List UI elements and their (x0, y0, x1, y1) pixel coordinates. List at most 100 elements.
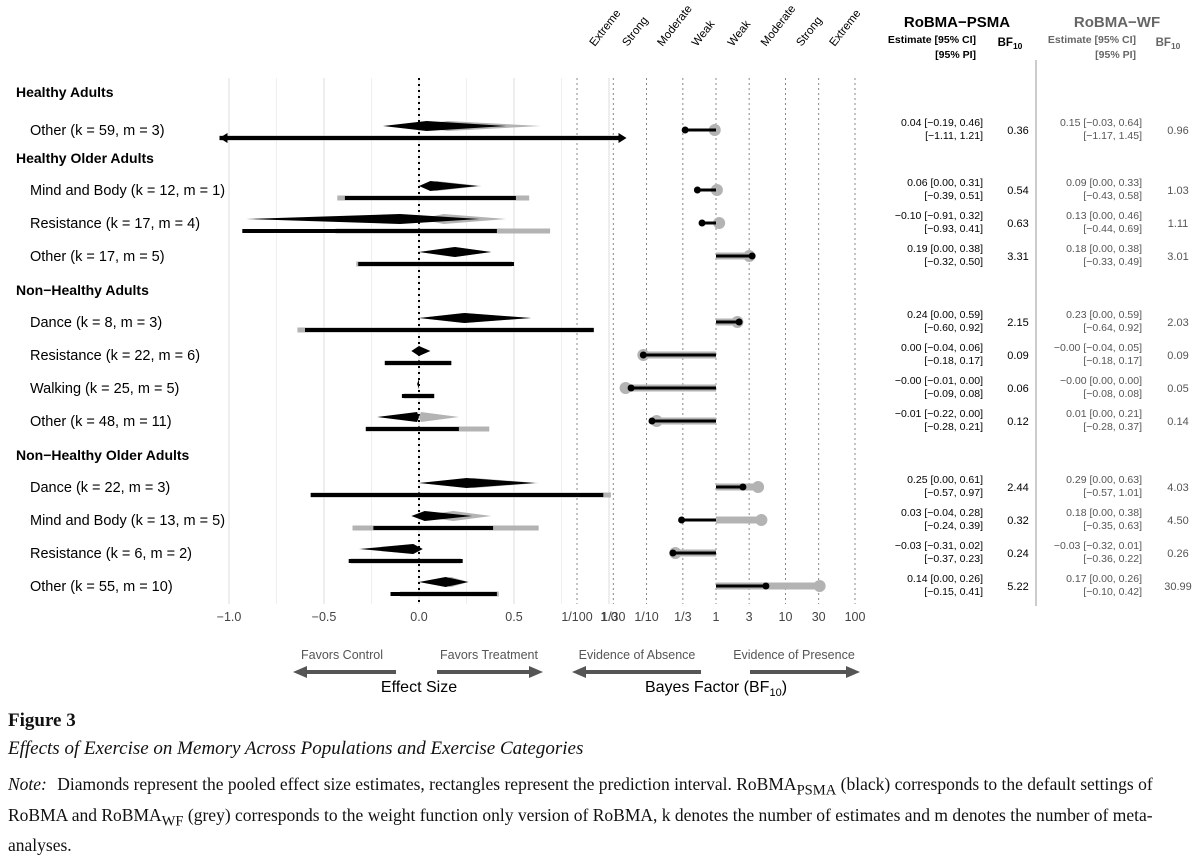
bf-tick-label: 1/3 (674, 610, 691, 624)
favors-control-arrowhead (293, 666, 307, 678)
row-label: Resistance (k = 6, m = 2) (30, 546, 192, 562)
psma-pi: [−0.15, 0.41] (924, 586, 983, 598)
psma-bf-point (648, 417, 656, 425)
wf-pi: [−0.35, 0.63] (1083, 520, 1142, 532)
row-label: Resistance (k = 17, m = 4) (30, 216, 200, 232)
note-sub-psma: PSMA (796, 782, 837, 799)
row-label: Other (k = 48, m = 11) (30, 414, 172, 430)
wf-estimate-ci: 0.01 [0.00, 0.21] (1066, 408, 1142, 420)
row-label: Dance (k = 22, m = 3) (30, 480, 170, 496)
psma-pi: [−1.11, 1.21] (925, 130, 983, 142)
psma-effect-diamond (382, 121, 507, 131)
psma-bf-point (627, 384, 635, 392)
psma-effect-diamond (360, 544, 423, 554)
group-header: Non−Healthy Older Adults (16, 447, 190, 463)
psma-bf-point (681, 126, 689, 134)
wf-pi: [−0.43, 0.58] (1083, 190, 1142, 202)
row-label: Dance (k = 8, m = 3) (30, 315, 162, 331)
psma-pi-left-arrow (219, 133, 228, 143)
group-header: Healthy Adults (16, 84, 114, 100)
psma-effect-diamond (411, 346, 431, 356)
psma-bf: 0.36 (1007, 125, 1028, 137)
psma-bf-point (669, 549, 677, 557)
figure-subtitle: Effects of Exercise on Memory Across Pop… (8, 738, 584, 759)
wf-pi: [−1.17, 1.45] (1083, 130, 1142, 142)
psma-pi: [−0.39, 0.51] (924, 190, 983, 202)
bf-tick-label: 30 (812, 610, 826, 624)
bf-tick-label: 100 (845, 610, 866, 624)
psma-pi: [−0.57, 0.97] (924, 487, 983, 499)
bf-tick-label: 1 (713, 610, 720, 624)
effect-axis-title: Effect Size (381, 679, 457, 696)
bf-tick-label: 1/30 (601, 610, 625, 624)
evidence-absence-arrowhead (572, 666, 586, 678)
effect-tick-label: −0.5 (312, 610, 337, 624)
psma-effect-diamond (419, 313, 532, 323)
psma-pi: [−0.37, 0.23] (924, 553, 983, 565)
bf-axis-title-end: ) (782, 679, 787, 696)
psma-bf: 0.54 (1007, 185, 1028, 197)
note-part-2: (black) corresponds to the default setti… (8, 774, 1153, 825)
wf-bf: 0.96 (1167, 125, 1188, 137)
psma-prediction-interval (305, 328, 594, 332)
note-part-3: (grey) corresponds to the weight functio… (8, 804, 1153, 856)
psma-estimate-ci: −0.03 [−0.31, 0.02] (895, 540, 983, 552)
evidence-presence-label: Evidence of Presence (733, 648, 855, 662)
evidence-presence-arrowhead (846, 666, 860, 678)
wf-bf: 1.11 (1168, 218, 1189, 230)
note-part-1: Diamonds represent the pooled effect siz… (57, 774, 797, 794)
wf-bf-header: BF10 (1156, 37, 1181, 51)
psma-prediction-interval (358, 262, 514, 266)
psma-prediction-interval (365, 427, 459, 431)
wf-bf-header-main: BF (1156, 37, 1171, 49)
psma-prediction-interval (242, 229, 497, 233)
wf-estimate-ci: 0.23 [0.00, 0.59] (1066, 309, 1142, 321)
wf-bf: 30.99 (1164, 581, 1192, 593)
effect-tick-label: 0.0 (410, 610, 427, 624)
wf-pi: [−0.28, 0.37] (1083, 421, 1142, 433)
evidence-category-label: Weak (690, 18, 718, 49)
psma-prediction-interval (390, 592, 497, 596)
wf-estimate-ci: 0.17 [0.00, 0.26] (1066, 573, 1142, 585)
psma-bf: 0.32 (1007, 515, 1028, 527)
psma-pi: [−0.28, 0.21] (924, 421, 983, 433)
wf-pi: [−0.10, 0.42] (1083, 586, 1142, 598)
wf-estimate-ci: −0.00 [−0.04, 0.05] (1054, 342, 1142, 354)
row-label: Other (k = 55, m = 10) (30, 579, 173, 595)
psma-pi: [−0.32, 0.50] (924, 256, 983, 268)
wf-estimate-ci: 0.09 [0.00, 0.33] (1066, 177, 1142, 189)
psma-prediction-interval (401, 394, 435, 398)
psma-estimate-ci: 0.19 [0.00, 0.38] (907, 243, 983, 255)
psma-estimate-ci: 0.24 [0.00, 0.59] (907, 309, 983, 321)
psma-bf-point (639, 351, 647, 359)
forest-plot: Healthy Adults Other (k = 59, m = 3) Healt… (16, 3, 1192, 699)
wf-pi-header: [95% PI] (1095, 49, 1136, 61)
psma-estimate-ci: 0.06 [0.00, 0.31] (907, 177, 983, 189)
wf-pi: [−0.57, 1.01] (1083, 487, 1142, 499)
figure-caption: Figure 3 Effects of Exercise on Memory A… (8, 708, 1193, 857)
psma-estimate-ci: −0.00 [−0.01, 0.00] (895, 375, 983, 387)
wf-bf: 4.03 (1167, 482, 1188, 494)
wf-bf: 4.50 (1167, 515, 1188, 527)
bf-axis-title: Bayes Factor (BF10) (645, 679, 787, 699)
bf-tick-label: 1/100 (561, 610, 592, 624)
wf-estimate-ci: 0.18 [0.00, 0.38] (1066, 243, 1142, 255)
wf-bf: 0.05 (1167, 383, 1188, 395)
effect-tick-label: −1.0 (217, 610, 242, 624)
row-label: Mind and Body (k = 12, m = 1) (30, 183, 225, 199)
psma-effect-diamond (417, 379, 419, 389)
bf-axis-title-sub: 10 (769, 687, 781, 699)
wf-estimate-ci: 0.18 [0.00, 0.38] (1066, 507, 1142, 519)
psma-estimate-ci: −0.01 [−0.22, 0.00] (895, 408, 983, 420)
psma-effect-diamond (419, 478, 535, 488)
bf-tick-label: 10 (779, 610, 793, 624)
wf-bf: 1.03 (1167, 185, 1188, 197)
evidence-category-label: Extreme (588, 8, 624, 49)
wf-pi: [−0.44, 0.69] (1083, 223, 1142, 235)
evidence-category-label: Moderate (655, 3, 694, 49)
evidence-category-label: Extreme (828, 8, 864, 49)
wf-estimate-ci: −0.03 [−0.32, 0.01] (1054, 540, 1142, 552)
psma-bf-point (748, 252, 756, 260)
psma-effect-diamond (419, 247, 492, 257)
psma-bf: 2.15 (1007, 317, 1028, 329)
